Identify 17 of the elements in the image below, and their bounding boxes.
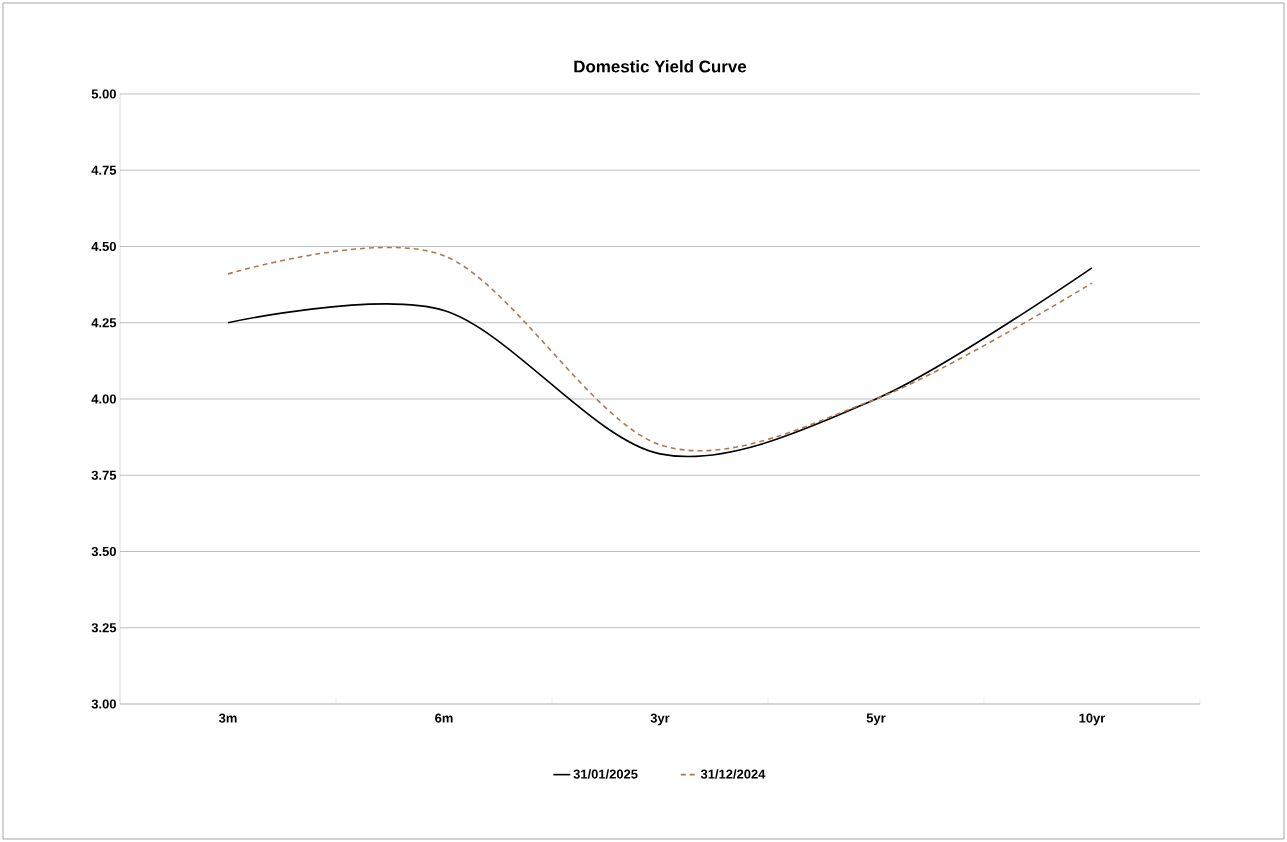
y-tick-label: 3.75 bbox=[91, 470, 117, 480]
x-tick-label: 10yr bbox=[1079, 713, 1106, 726]
x-tick-label: 3m bbox=[218, 713, 237, 723]
legend-label: 31/01/2025 bbox=[573, 769, 638, 779]
y-tick-label: 3.00 bbox=[91, 699, 116, 709]
y-tick-label: 3.50 bbox=[91, 546, 116, 557]
x-tick-label: 6m bbox=[435, 713, 453, 723]
x-tick-label: 3yr bbox=[650, 713, 670, 726]
legend-label: 31/12/2024 bbox=[700, 769, 766, 779]
y-tick-label: 4.75 bbox=[91, 165, 117, 175]
y-tick-label: 5.00 bbox=[91, 89, 116, 99]
chart-title: Domestic Yield Curve bbox=[574, 60, 747, 73]
y-tick-label: 4.50 bbox=[91, 241, 116, 252]
y-tick-label: 4.25 bbox=[91, 318, 117, 328]
x-tick-label: 5yr bbox=[866, 713, 886, 726]
y-tick-label: 4.00 bbox=[91, 394, 116, 404]
y-tick-label: 3.25 bbox=[91, 623, 117, 633]
